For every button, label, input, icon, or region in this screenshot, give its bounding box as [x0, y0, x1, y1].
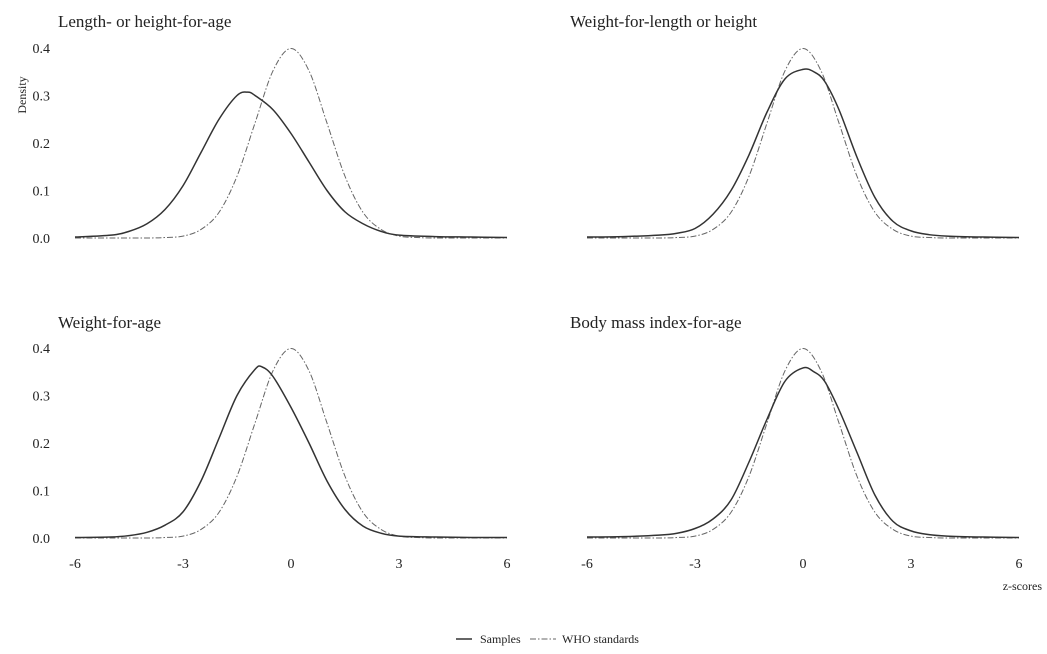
panel-title: Length- or height-for-age: [58, 12, 231, 31]
y-axis-label: Density: [15, 76, 29, 113]
x-axis-label: z-scores: [1003, 579, 1043, 593]
y-tick-label: 0.1: [33, 185, 51, 200]
panel-4: Body mass index-for-age -6 -3 0 3 6: [570, 313, 1023, 572]
legend: Samples WHO standards: [456, 632, 639, 646]
panel-title: Body mass index-for-age: [570, 313, 742, 332]
legend-samples-label: Samples: [480, 632, 521, 646]
y-tick-label: 0.3: [33, 390, 51, 405]
y-tick-label: 0.0: [33, 532, 51, 547]
who-standards-density-line: [587, 347, 1019, 539]
panel-title: Weight-for-age: [58, 313, 161, 332]
y-tick-label: 0.2: [33, 437, 51, 452]
samples-density-line: [74, 91, 508, 239]
panel-2: Weight-for-length or height: [570, 12, 1020, 239]
x-tick-label: -3: [689, 557, 701, 572]
who-standards-density-line: [74, 47, 507, 239]
x-tick-label: 3: [908, 557, 915, 572]
who-standards-density-line: [75, 347, 507, 539]
panel-1: Length- or height-for-age 0.0 0.1 0.2 0.3 0.4: [33, 12, 508, 247]
samples-density-line: [586, 366, 1020, 539]
x-tick-label: 3: [396, 557, 403, 572]
x-tick-label: 6: [1016, 557, 1023, 572]
who-standards-density-line: [586, 47, 1019, 239]
y-tick-label: 0.4: [33, 42, 51, 57]
x-tick-label: 0: [288, 557, 295, 572]
x-tick-label: -6: [581, 557, 593, 572]
y-tick-label: 0.1: [33, 485, 51, 500]
x-tick-label: -6: [69, 557, 81, 572]
x-tick-label: -3: [177, 557, 189, 572]
legend-who-label: WHO standards: [562, 632, 639, 646]
y-tick-label: 0.4: [33, 342, 51, 357]
y-tick-label: 0.0: [33, 232, 51, 247]
y-tick-label: 0.3: [33, 90, 51, 105]
x-tick-label: 0: [800, 557, 807, 572]
y-tick-label: 0.2: [33, 137, 51, 152]
x-tick-label: 6: [504, 557, 511, 572]
samples-density-line: [586, 68, 1020, 239]
panel-3: Weight-for-age 0.0 0.1 0.2 0.3 0.4 -6 -3 0 3 6: [33, 313, 511, 572]
panel-title: Weight-for-length or height: [570, 12, 757, 31]
samples-density-line: [74, 365, 508, 539]
panels-group: Length- or height-for-age 0.0 0.1 0.2 0.3 0.4…: [33, 12, 1023, 572]
